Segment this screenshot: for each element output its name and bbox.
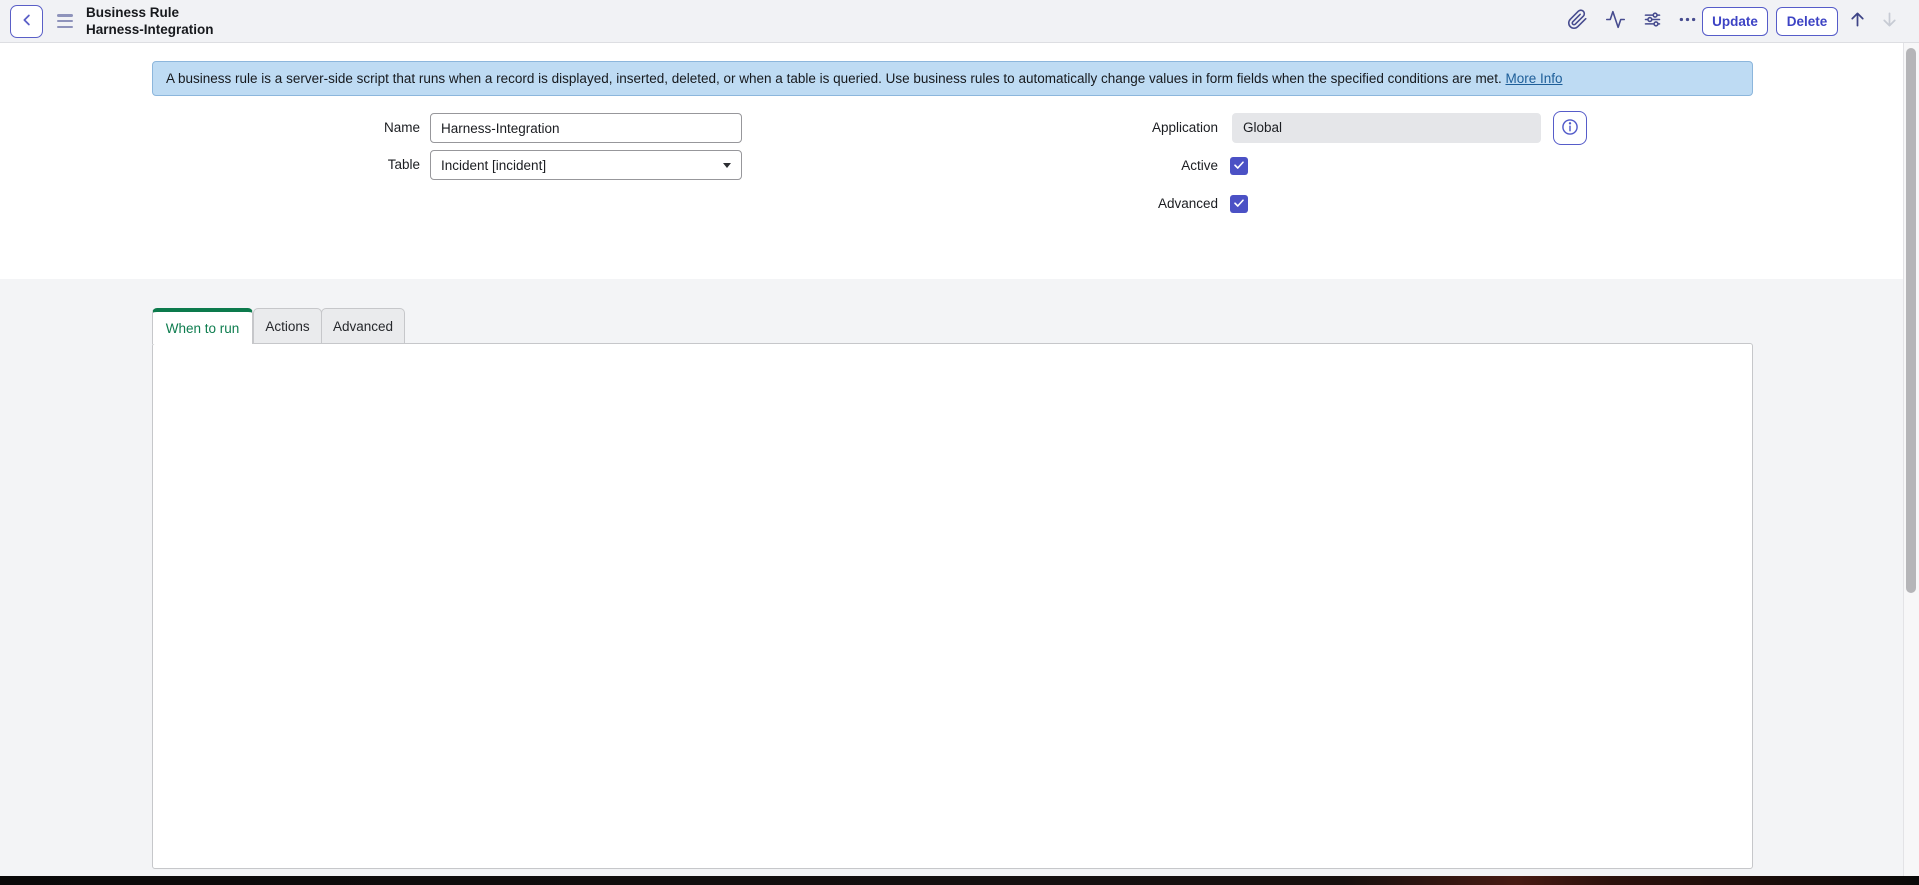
ellipsis-icon (1677, 9, 1698, 33)
table-select[interactable]: Incident [incident] (430, 150, 742, 180)
caret-down-icon (723, 162, 731, 168)
activity-stream-button[interactable] (1604, 10, 1626, 32)
application-label: Application (1151, 120, 1218, 135)
advanced-checkbox[interactable] (1230, 195, 1248, 213)
record-name-title: Harness-Integration (86, 22, 214, 37)
table-select-value: Incident [incident] (441, 157, 547, 173)
vertical-scrollbar-thumb[interactable] (1906, 48, 1916, 593)
chevron-left-icon (18, 11, 36, 32)
info-banner-text: A business rule is a server-side script … (166, 71, 1502, 86)
sliders-icon (1642, 9, 1663, 33)
next-record-button[interactable] (1878, 10, 1900, 32)
more-info-link[interactable]: More Info (1505, 71, 1563, 86)
when-to-run-panel (152, 343, 1753, 869)
back-button[interactable] (10, 5, 43, 38)
application-field: Global (1232, 113, 1541, 143)
delete-button[interactable]: Delete (1776, 7, 1838, 36)
name-label: Name (383, 120, 420, 135)
arrow-up-icon (1847, 9, 1868, 33)
form-header-bar (0, 0, 1919, 43)
paperclip-icon (1567, 9, 1588, 33)
info-banner: A business rule is a server-side script … (152, 61, 1753, 96)
name-input[interactable] (430, 113, 742, 143)
check-icon (1233, 197, 1245, 212)
info-circle-icon (1560, 117, 1580, 140)
table-label: Table (387, 157, 420, 172)
context-menu-icon[interactable] (57, 14, 73, 28)
record-type-title: Business Rule (86, 5, 180, 20)
active-checkbox[interactable] (1230, 157, 1248, 175)
advanced-label: Advanced (1157, 196, 1218, 211)
pulse-icon (1605, 9, 1626, 33)
attachment-button[interactable] (1566, 9, 1588, 33)
application-info-button[interactable] (1553, 111, 1587, 145)
update-button[interactable]: Update (1702, 7, 1768, 36)
tab-advanced[interactable]: Advanced (321, 308, 405, 343)
page-title: Business Rule Harness-Integration (86, 4, 214, 38)
personalize-form-button[interactable] (1641, 10, 1663, 32)
tab-actions[interactable]: Actions (253, 308, 322, 343)
tab-when-to-run[interactable]: When to run (152, 308, 253, 344)
previous-record-button[interactable] (1846, 10, 1868, 32)
active-label: Active (1181, 158, 1218, 173)
check-icon (1233, 159, 1245, 174)
bottom-edge-strip (0, 876, 1919, 885)
arrow-down-icon (1879, 9, 1900, 33)
more-options-button[interactable] (1676, 10, 1698, 32)
